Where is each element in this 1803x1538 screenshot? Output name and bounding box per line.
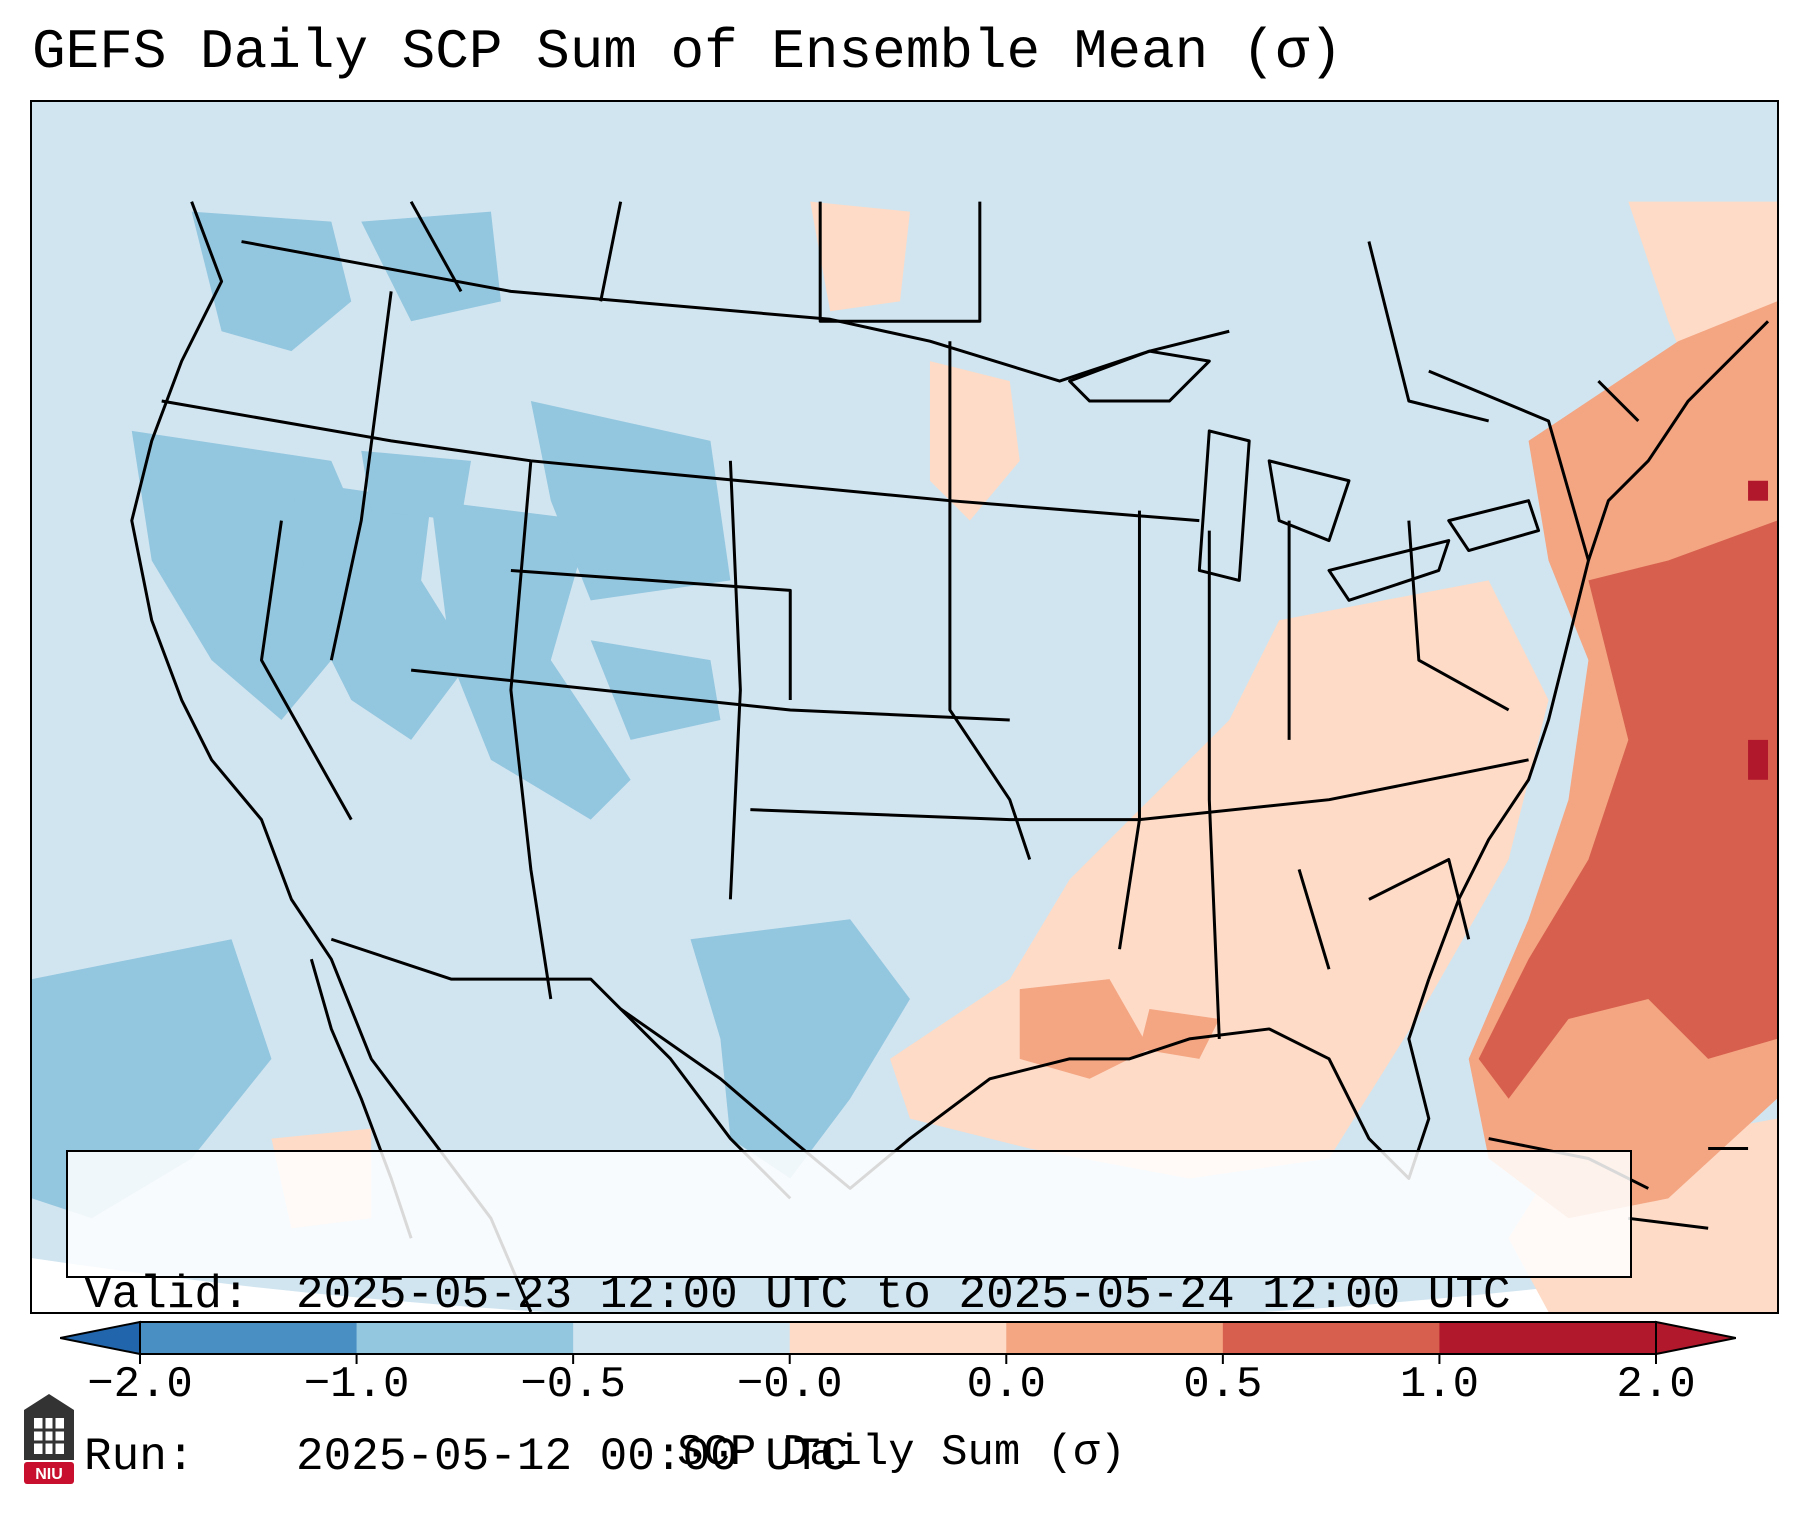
colorbar-label: SCP Daily Sum (σ) [677, 1428, 1126, 1478]
colorbar-tick-label: −2.0 [87, 1360, 193, 1410]
valid-key: Valid: [84, 1269, 250, 1321]
colorbar-extend-high [1655, 1320, 1736, 1356]
niu-logo: NIU [24, 1394, 74, 1484]
run-row: Run: 2025-05-12 00:00 UTC [84, 1430, 1614, 1484]
colorbar-tick-label: 0.0 [966, 1360, 1046, 1410]
colorbar-tick-label: −1.0 [303, 1360, 410, 1410]
run-key: Run: [84, 1431, 195, 1483]
valid-row: Valid: 2025-05-23 12:00 UTC to 2025-05-24… [84, 1268, 1614, 1322]
run-value: 2025-05-12 00:00 UTC [296, 1431, 849, 1483]
negative-anomaly-regions [32, 211, 910, 1219]
colorbar-segment [140, 1322, 358, 1354]
logo-text: NIU [35, 1466, 63, 1483]
geography-lines [130, 200, 1770, 1312]
colorbar-segment [1006, 1322, 1224, 1354]
colorbar-tick-label: 2.0 [1616, 1360, 1696, 1410]
colorbar-segment [789, 1322, 1007, 1354]
map-panel [30, 100, 1779, 1314]
colorbar [60, 1320, 1736, 1364]
colorbar-outline [139, 1321, 1657, 1355]
colorbar-tick-label: −0.5 [520, 1360, 626, 1410]
colorbar-segment [1222, 1322, 1440, 1354]
positive-anomaly-max [1748, 480, 1769, 780]
positive-anomaly-strong [1478, 520, 1777, 1099]
colorbar-tick-label: −0.0 [736, 1360, 843, 1410]
valid-run-info-box: Valid: 2025-05-23 12:00 UTC to 2025-05-24… [66, 1150, 1632, 1483]
colorbar-segment [356, 1322, 574, 1354]
scp-field-map [32, 102, 1777, 1312]
valid-value: 2025-05-23 12:00 UTC to 2025-05-24 12:00… [296, 1269, 1511, 1321]
colorbar-segment [573, 1322, 791, 1354]
colorbar-extend-low [60, 1320, 141, 1356]
colorbar-segment [1439, 1322, 1657, 1354]
colorbar-tick-label: 1.0 [1399, 1360, 1480, 1410]
chart-title: GEFS Daily SCP Sum of Ensemble Mean (σ) [32, 20, 1343, 84]
colorbar-tick-label: 0.5 [1183, 1360, 1263, 1410]
